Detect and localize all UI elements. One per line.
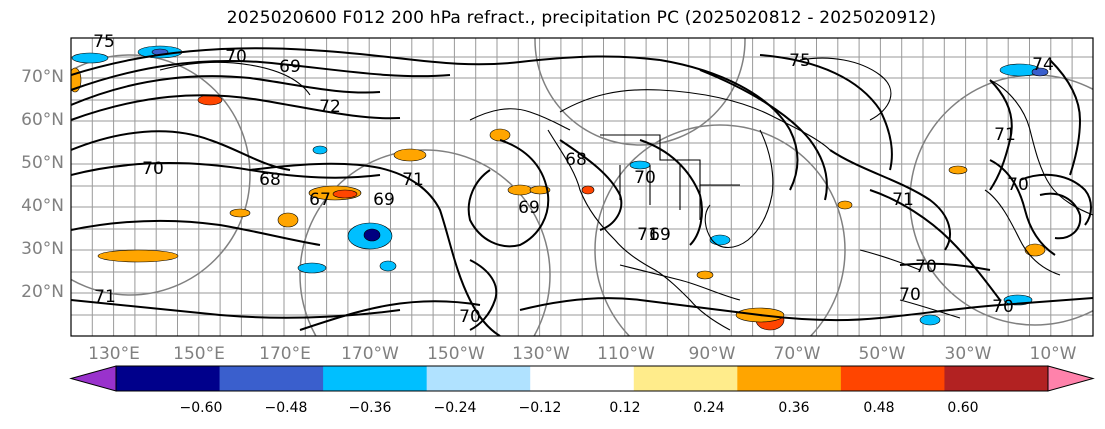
contour-label: 75 bbox=[93, 32, 115, 52]
lat-label-30n: 30°N bbox=[21, 239, 64, 259]
lon-label-30w: 30°W bbox=[944, 344, 992, 364]
lon-label-170w: 170°W bbox=[341, 344, 399, 364]
contour-label: 67 bbox=[309, 190, 331, 210]
lon-label-150e: 150°E bbox=[173, 344, 225, 364]
colorbar-tick-label: −0.12 bbox=[518, 400, 562, 416]
contour-label: 69 bbox=[518, 198, 540, 218]
colorbar-border bbox=[115, 365, 1049, 392]
colorbar-tick-label: −0.60 bbox=[179, 400, 223, 416]
contour-label: 70 bbox=[142, 159, 164, 179]
colorbar-tick-label: 0.36 bbox=[778, 400, 810, 416]
contour-label: 74 bbox=[1032, 55, 1054, 75]
lat-label-40n: 40°N bbox=[21, 196, 64, 216]
contour-label: 71 bbox=[892, 190, 914, 210]
meridians bbox=[71, 38, 1073, 336]
colorbar-tick-label: 0.60 bbox=[947, 400, 979, 416]
lon-label-50w: 50°W bbox=[858, 344, 906, 364]
colorbar-segment bbox=[219, 366, 324, 391]
map-title: 2025020600 F012 200 hPa refract., precip… bbox=[226, 8, 937, 28]
colorbar-segment bbox=[633, 366, 738, 391]
lon-label-130w: 130°W bbox=[512, 344, 570, 364]
lon-label-70w: 70°W bbox=[773, 344, 821, 364]
contour-label: 71 bbox=[94, 287, 116, 307]
colorbar-segment bbox=[426, 366, 531, 391]
colorbar-tick-label: −0.36 bbox=[348, 400, 392, 416]
lat-label-70n: 70°N bbox=[21, 67, 64, 87]
colorbar-segment bbox=[323, 366, 428, 391]
contour-label: 70 bbox=[1007, 175, 1029, 195]
contour-label: 69 bbox=[373, 190, 395, 210]
lon-label-10w: 10°W bbox=[1029, 344, 1077, 364]
colorbar-segment bbox=[116, 366, 221, 391]
lon-label-170e: 170°E bbox=[259, 344, 311, 364]
colorbar bbox=[69, 365, 1095, 392]
colorbar-extend-low bbox=[69, 365, 117, 392]
contour-label: 69 bbox=[649, 225, 671, 245]
colorbar-extend-high bbox=[1047, 365, 1095, 392]
lon-label-110w: 110°W bbox=[597, 344, 655, 364]
contour-label: 71 bbox=[637, 225, 659, 245]
colorbar-tick-label: 0.12 bbox=[609, 400, 641, 416]
colorbar-segment bbox=[737, 366, 842, 391]
contour-label: 68 bbox=[565, 150, 587, 170]
colorbar-tick-label: 0.24 bbox=[693, 400, 725, 416]
contour-label: 70 bbox=[459, 307, 481, 327]
precip-shading bbox=[71, 45, 1049, 331]
contour-label: 68 bbox=[259, 170, 281, 190]
lat-label-50n: 50°N bbox=[21, 153, 64, 173]
contour-label: 72 bbox=[319, 97, 341, 117]
contour-label: 71 bbox=[994, 125, 1016, 145]
colorbar-segment bbox=[530, 366, 635, 391]
contour-label: 70 bbox=[225, 47, 247, 67]
lat-label-60n: 60°N bbox=[21, 110, 64, 130]
colorbar-segment bbox=[840, 366, 945, 391]
contour-label: 70 bbox=[634, 168, 656, 188]
contour-label: 75 bbox=[789, 51, 811, 71]
refractivity-contours bbox=[71, 47, 1093, 336]
colorbar-tick-label: −0.48 bbox=[264, 400, 308, 416]
lon-label-130e: 130°E bbox=[88, 344, 140, 364]
contour-label: 70 bbox=[899, 285, 921, 305]
lon-label-90w: 90°W bbox=[688, 344, 736, 364]
colorbar-tick-label: −0.24 bbox=[433, 400, 477, 416]
contour-label: 69 bbox=[279, 57, 301, 77]
contour-label: 71 bbox=[402, 170, 424, 190]
map-frame bbox=[70, 37, 1094, 337]
contour-label: 70 bbox=[915, 257, 937, 277]
colorbar-segment bbox=[944, 366, 1049, 391]
lat-label-20n: 20°N bbox=[21, 282, 64, 302]
contour-label: 70 bbox=[992, 297, 1014, 317]
colorbar-tick-label: 0.48 bbox=[863, 400, 895, 416]
lon-label-150w: 150°W bbox=[427, 344, 485, 364]
